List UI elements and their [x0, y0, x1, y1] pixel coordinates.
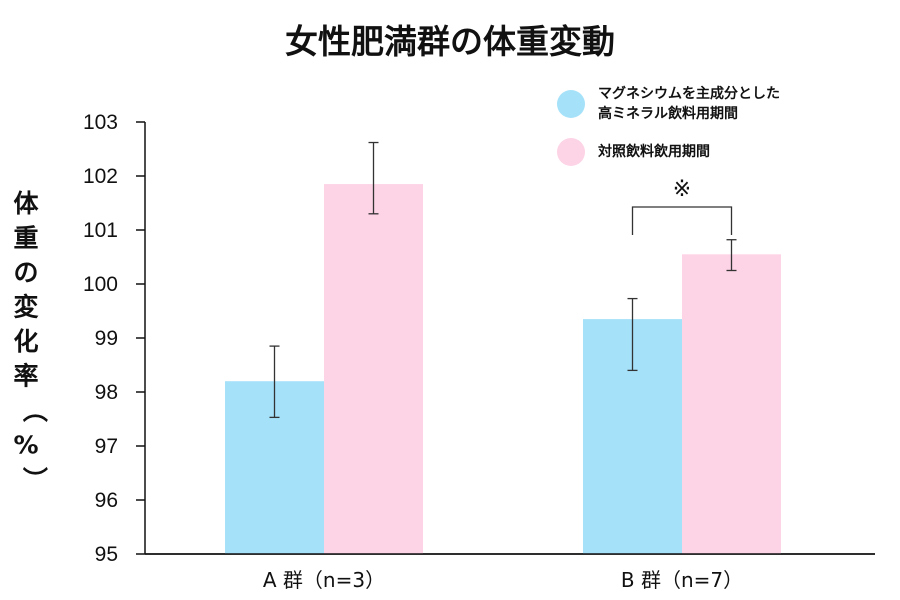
y-tick-label: 101 [83, 219, 118, 242]
y-axis-label-char: （ [20, 397, 49, 422]
y-axis-label-char: 変 [13, 293, 38, 322]
y-tick-label: 99 [95, 327, 118, 350]
bar [682, 254, 781, 555]
error-bar [368, 141, 379, 215]
y-axis-label-char: ） [20, 466, 49, 491]
y-axis-label-char: 重 [13, 224, 38, 253]
y-tick-label: 98 [95, 381, 118, 404]
y-tick-label: 103 [83, 111, 118, 134]
x-tick-label: B 群（n=7） [621, 568, 743, 592]
legend-label: 対照飲料飲用期間 [597, 143, 710, 160]
y-tick-label: 102 [83, 165, 118, 188]
y-axis-label-char: 体 [13, 189, 39, 218]
significance-mark: ※ [673, 177, 691, 202]
legend-label: 高ミネラル飲料用期間 [598, 105, 738, 122]
legend-swatch [557, 90, 585, 118]
legend-swatch [557, 138, 585, 166]
y-tick-label: 100 [83, 273, 118, 296]
error-bar [726, 239, 737, 272]
y-axis-label-char: % [13, 431, 38, 460]
bar [324, 184, 423, 554]
y-axis-label-char: 率 [13, 362, 38, 391]
significance-bracket [631, 206, 733, 235]
y-axis-label-char: 化 [13, 327, 38, 356]
legend-label: マグネシウムを主成分とした [598, 85, 780, 102]
chart-title: 女性肥満群の体重変動 [285, 22, 615, 61]
y-axis-label-char: の [13, 258, 38, 287]
x-tick-label: A 群（n=3） [263, 568, 385, 592]
plot-area: 95 96 97 98 99 100 101 102 103 A 群（n=3） B 群（n=7） ※ [83, 111, 875, 592]
y-tick-label: 97 [95, 435, 118, 458]
y-tick-label: 95 [95, 543, 118, 566]
error-bar [627, 297, 638, 372]
y-tick-label: 96 [95, 489, 118, 512]
error-bar [269, 345, 280, 419]
